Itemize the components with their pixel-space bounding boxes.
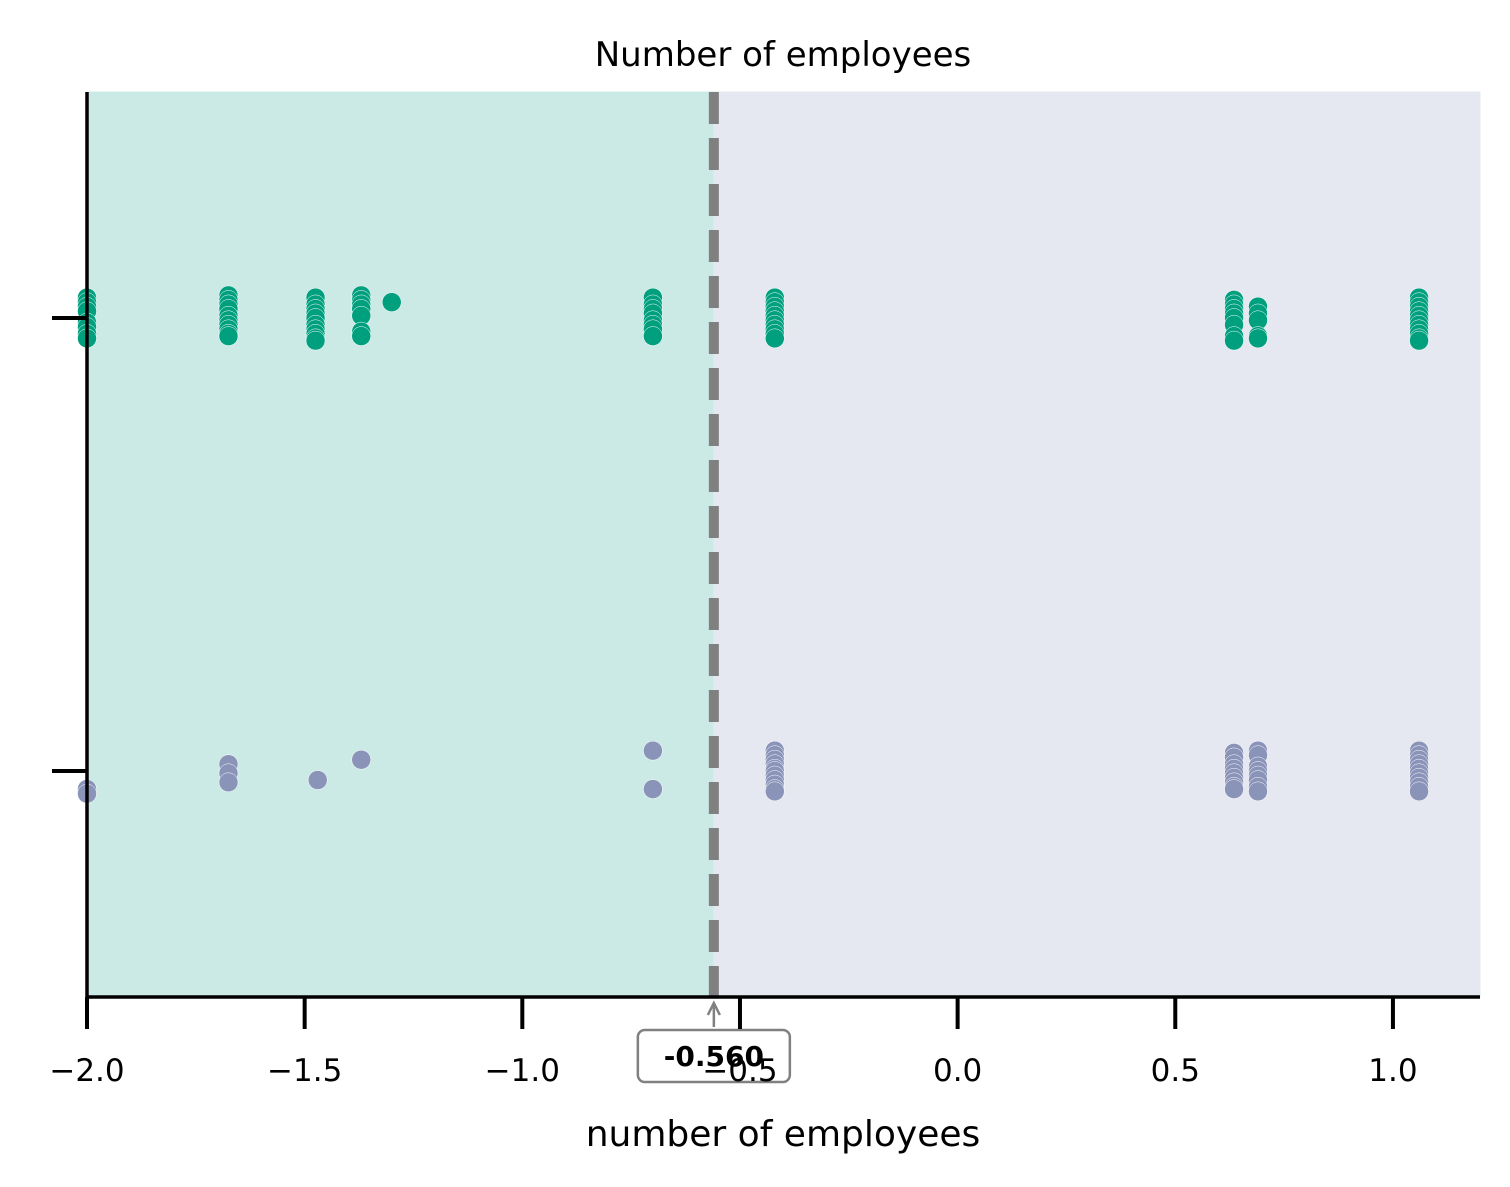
x-tick-label: 0.5 (1151, 1053, 1200, 1089)
point-cat-1 (305, 330, 326, 351)
point-cat-0 (643, 779, 663, 799)
point-cat-1 (381, 292, 402, 312)
point-cat-0 (307, 770, 328, 790)
regions (86, 91, 1481, 998)
region-1 (713, 91, 1481, 998)
x-tick-label: −1.5 (267, 1053, 342, 1089)
point-cat-1 (643, 326, 663, 346)
plot-area: -0.560 (77, 91, 1481, 1084)
region-0 (86, 91, 715, 998)
point-cat-0 (1224, 779, 1244, 799)
point-cat-1 (218, 326, 239, 346)
x-tick-label: −1.0 (485, 1053, 560, 1089)
x-tick-label: −2.0 (49, 1053, 124, 1089)
threshold-label-box (636, 1028, 792, 1084)
point-cat-0 (765, 781, 785, 802)
x-axis-label: number of employees (586, 1114, 981, 1155)
x-tick-label: −0.5 (702, 1053, 777, 1089)
x-tick-label: 0.0 (933, 1053, 982, 1089)
point-cat-1 (1248, 328, 1268, 349)
threshold-label: -0.560 (664, 1040, 764, 1073)
point-cat-0 (351, 749, 371, 770)
chart-title: Number of employees (595, 35, 972, 75)
point-cat-0 (1248, 781, 1268, 802)
threshold-marker: -0.560 (636, 92, 792, 1084)
point-cat-0 (643, 740, 663, 761)
point-cat-1 (1409, 330, 1429, 351)
point-cat-0 (1409, 781, 1429, 802)
x-tick-label: 1.0 (1368, 1053, 1417, 1089)
axes: −2.0 −1.5 −1.0 −0.5 0.0 0.5 1.0 (49, 92, 1480, 1089)
point-cat-1 (1224, 330, 1244, 351)
point-cat-1 (765, 328, 785, 349)
point-cat-0 (218, 772, 239, 793)
point-cat-1 (351, 326, 371, 346)
scatter-points (77, 285, 1429, 804)
